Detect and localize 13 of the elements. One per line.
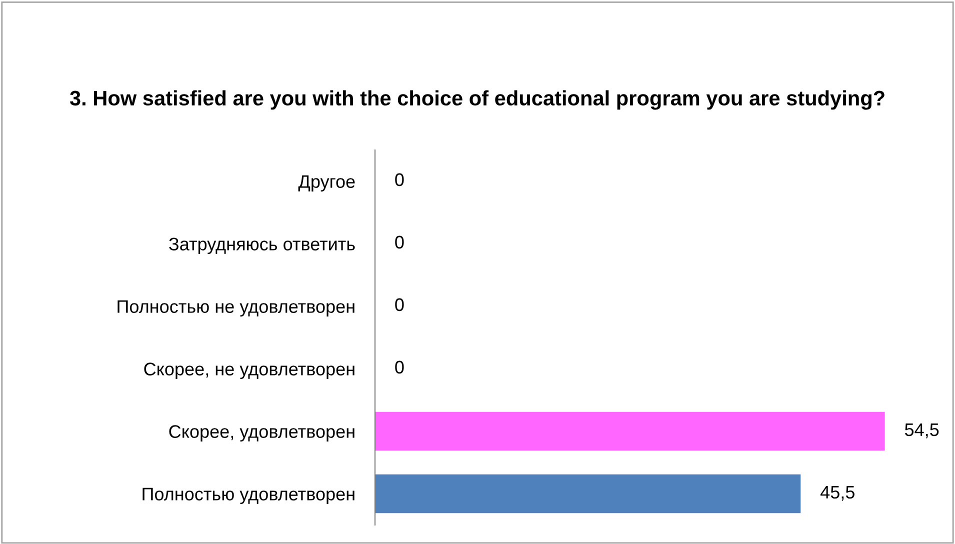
- data-label: 45,5: [820, 486, 854, 501]
- y-tick-label: Затрудняюсь ответить: [169, 238, 355, 254]
- data-label: 0: [395, 298, 404, 312]
- chart-title: 3. How satisfied are you with the choice of educational program you are studying?: [70, 90, 884, 110]
- y-tick-label: Скорее, не удовлетворен: [144, 362, 354, 380]
- y-tick-label: Полностью не удовлетворен: [118, 300, 354, 317]
- data-label: 54,5: [904, 423, 939, 438]
- data-label: 0: [395, 360, 404, 374]
- y-tick-label: Полностью удовлетворен: [142, 488, 354, 504]
- y-tick-label: Другое: [298, 175, 355, 192]
- y-tick-label: Скорее, удовлетворен: [169, 425, 354, 442]
- data-label: 0: [395, 236, 404, 249]
- data-label: 0: [395, 173, 404, 186]
